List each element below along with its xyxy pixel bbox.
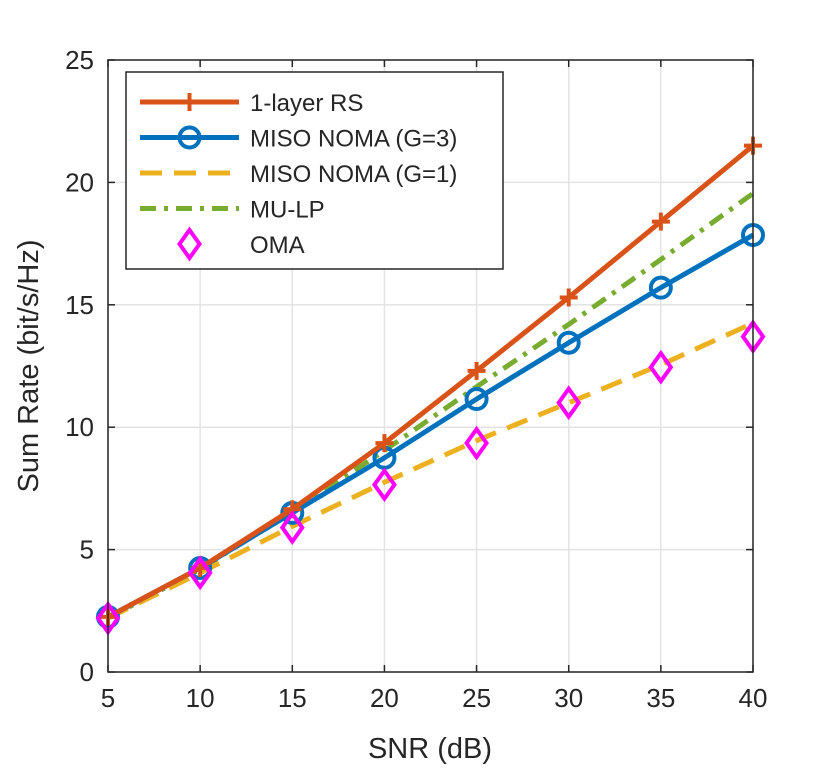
y-tick-label: 15 — [65, 290, 94, 320]
axes — [107, 59, 754, 673]
diamond-marker — [648, 349, 674, 385]
legend-label: MU-LP — [250, 197, 325, 224]
legend-item: MU-LP — [140, 197, 325, 224]
x-tick-label: 5 — [101, 683, 115, 713]
legend-item: 1-layer RS — [140, 90, 363, 117]
axes-box — [107, 59, 754, 673]
y-tick-label: 5 — [80, 535, 94, 565]
y-tick-label: 20 — [65, 167, 94, 197]
plus-marker — [651, 212, 670, 231]
circle-marker — [177, 125, 202, 150]
y-tick-label: 25 — [65, 45, 94, 75]
y-tick-label: 0 — [80, 657, 94, 687]
circle-marker — [648, 275, 673, 300]
plus-marker — [180, 93, 199, 111]
x-tick-label: 15 — [278, 683, 307, 713]
series-layer — [95, 136, 766, 636]
diamond-marker — [556, 385, 582, 421]
y-axis-label: Sum Rate (bit/s/Hz) — [13, 240, 45, 493]
legend-label: MISO NOMA (G=1) — [250, 161, 457, 188]
x-tick-label: 35 — [646, 683, 675, 713]
plus-marker — [467, 361, 486, 380]
series-line — [106, 320, 755, 621]
legend-item: MISO NOMA (G=1) — [140, 161, 457, 188]
diamond-marker — [371, 467, 397, 503]
plus-marker — [559, 288, 578, 307]
series-line — [106, 143, 755, 620]
circle-marker — [464, 387, 489, 412]
x-tick-label: 40 — [739, 683, 768, 713]
x-tick-label: 20 — [370, 683, 399, 713]
legend-item: MISO NOMA (G=3) — [140, 125, 457, 153]
x-tick-label: 25 — [462, 683, 491, 713]
x-tick-label: 10 — [186, 683, 215, 713]
y-tick-label: 10 — [65, 412, 94, 442]
legend-label: OMA — [250, 232, 305, 259]
series-2 — [106, 320, 755, 621]
legend-item: OMA — [177, 226, 305, 262]
legend: 1-layer RS MISO NOMA (G=3) MISO NOMA (G=1)… — [125, 71, 504, 270]
diamond-marker — [279, 510, 305, 546]
x-axis-label: SNR (dB) — [368, 733, 492, 765]
diamond-marker — [464, 425, 490, 461]
diamond-marker — [187, 555, 213, 591]
x-tick-label: 30 — [554, 683, 583, 713]
diamond-marker — [177, 226, 202, 262]
plus-marker — [375, 434, 394, 453]
legend-label: MISO NOMA (G=3) — [250, 126, 457, 153]
legend-label: 1-layer RS — [250, 90, 363, 117]
circle-marker — [556, 330, 581, 355]
